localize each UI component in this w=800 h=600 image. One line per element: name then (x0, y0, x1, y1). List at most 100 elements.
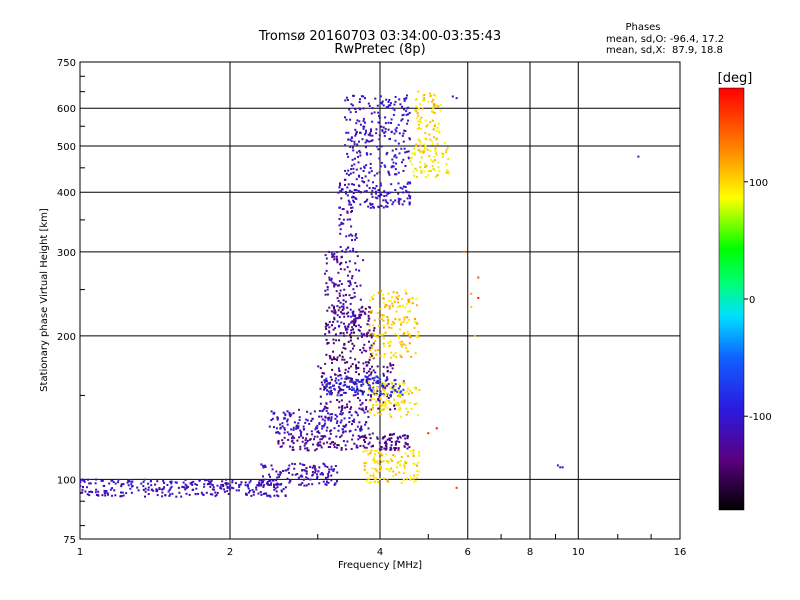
data-point (367, 370, 370, 373)
data-point (374, 467, 377, 470)
data-point (416, 336, 419, 339)
data-point (414, 98, 417, 101)
data-point (361, 380, 364, 383)
data-point (362, 310, 365, 313)
data-point (336, 471, 339, 474)
data-point (336, 415, 339, 418)
data-point (348, 285, 351, 287)
data-point (392, 364, 395, 366)
data-point (379, 392, 382, 395)
data-point (311, 466, 314, 469)
data-point (418, 118, 421, 121)
data-point (406, 390, 409, 393)
data-point (373, 376, 376, 379)
data-point (273, 485, 275, 488)
data-point (339, 436, 342, 439)
data-point (377, 291, 380, 294)
data-point (333, 316, 336, 319)
data-point (355, 233, 358, 236)
data-point (317, 444, 320, 446)
data-point (368, 441, 371, 444)
data-point (340, 189, 343, 192)
data-point (403, 318, 406, 321)
data-point (407, 106, 410, 109)
data-point (128, 480, 131, 483)
data-point (353, 183, 355, 186)
data-point (405, 189, 408, 192)
data-point (411, 391, 414, 394)
data-point (322, 480, 325, 483)
data-point (355, 382, 358, 385)
data-point (287, 438, 290, 441)
data-point (328, 386, 331, 389)
data-point (328, 331, 331, 334)
data-point (324, 483, 327, 486)
data-point (334, 417, 337, 420)
data-point (350, 378, 353, 381)
data-point (362, 127, 365, 130)
data-point (384, 165, 387, 168)
data-point (279, 427, 282, 430)
data-point (400, 455, 403, 458)
data-point (337, 424, 340, 427)
y-tick-label: 400 (57, 188, 76, 199)
data-point (393, 155, 396, 158)
data-point (383, 306, 386, 308)
data-point (374, 349, 377, 352)
data-point (389, 458, 392, 461)
data-point (400, 390, 403, 393)
data-point (348, 201, 351, 204)
data-point (288, 413, 291, 416)
data-point (352, 288, 355, 291)
data-point (360, 435, 363, 438)
data-point (181, 485, 184, 488)
data-point (373, 327, 376, 330)
data-point (359, 131, 362, 134)
data-point (315, 448, 318, 451)
data-point (306, 439, 309, 442)
data-point (369, 399, 372, 402)
data-point (386, 191, 389, 194)
data-point (350, 406, 353, 409)
data-point (337, 300, 340, 302)
data-point (268, 494, 271, 497)
data-point (324, 465, 327, 468)
data-point (88, 494, 91, 497)
data-point (368, 481, 371, 484)
data-point (361, 393, 364, 396)
data-point (328, 276, 331, 279)
data-point (343, 312, 345, 315)
data-point (316, 473, 318, 476)
data-point (365, 129, 367, 132)
data-point (369, 206, 372, 209)
data-point (244, 484, 247, 487)
data-point (326, 466, 329, 468)
data-point (337, 444, 340, 447)
data-point (334, 482, 337, 485)
data-point (439, 109, 442, 112)
x-tick-label: 1 (77, 547, 83, 558)
data-point (298, 408, 300, 411)
data-point (381, 314, 384, 316)
data-point (281, 425, 284, 428)
data-point (432, 105, 435, 108)
data-point (333, 427, 336, 430)
data-point (327, 472, 330, 475)
data-point (406, 461, 409, 464)
data-point (356, 337, 359, 340)
data-point (348, 270, 351, 273)
data-point (358, 175, 361, 178)
data-point (346, 403, 348, 406)
data-point (394, 318, 397, 320)
data-point (142, 485, 145, 488)
data-point (359, 314, 362, 317)
data-point (311, 433, 314, 436)
data-point (284, 413, 287, 416)
data-point (404, 151, 407, 154)
data-point (112, 481, 115, 484)
data-point (363, 462, 366, 465)
data-point (355, 388, 358, 391)
data-point (325, 282, 328, 285)
data-point (431, 100, 434, 103)
data-point (268, 425, 271, 428)
